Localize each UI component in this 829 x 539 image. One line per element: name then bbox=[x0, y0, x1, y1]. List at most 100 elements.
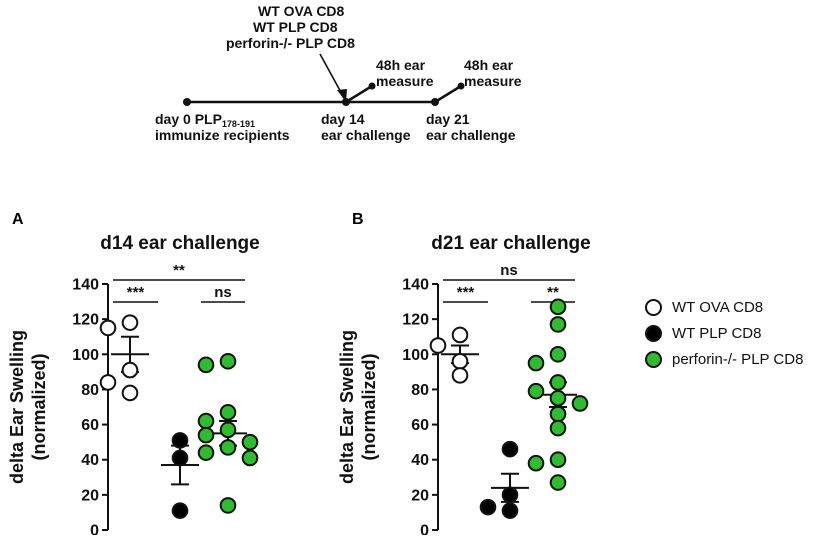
day14-line1: day 14 bbox=[321, 111, 365, 127]
data-point bbox=[527, 354, 545, 372]
injection-arrow-line bbox=[319, 53, 344, 97]
timeline-dot-day21 bbox=[431, 98, 439, 106]
significance-label: *** bbox=[457, 284, 475, 301]
y-tick-label: 100 bbox=[402, 347, 429, 364]
data-point bbox=[99, 319, 117, 337]
data-point bbox=[219, 439, 237, 456]
day21-line1: day 21 bbox=[426, 111, 470, 127]
data-point bbox=[527, 382, 545, 400]
data-point bbox=[527, 454, 545, 472]
y-tick-label: 40 bbox=[411, 452, 429, 469]
significance-label: ns bbox=[500, 262, 518, 279]
data-point bbox=[171, 432, 189, 449]
data-point bbox=[549, 374, 567, 391]
significance-label: ** bbox=[547, 284, 559, 301]
data-point bbox=[197, 412, 215, 430]
legend-item: perforin-/- PLP CD8 bbox=[645, 346, 829, 372]
y-tick-label: 60 bbox=[81, 417, 99, 434]
data-point bbox=[219, 403, 237, 421]
data-point bbox=[219, 497, 237, 514]
timeline-dot-measure1 bbox=[368, 82, 376, 90]
data-point bbox=[549, 474, 567, 491]
timeline-schematic: WT OVA CD8 WT PLP CD8 perforin-/- PLP CD… bbox=[155, 3, 522, 143]
panel-letter: B bbox=[352, 211, 364, 228]
y-tick-label: 0 bbox=[90, 523, 99, 536]
data-point bbox=[549, 419, 567, 437]
day14-line2: ear challenge bbox=[321, 127, 411, 143]
day0-line1: day 0 PLP178-191 bbox=[155, 111, 255, 129]
data-point bbox=[451, 326, 469, 344]
chart-title: d21 ear challenge bbox=[431, 233, 590, 254]
data-point bbox=[241, 433, 259, 451]
legend: WT OVA CD8 WT PLP CD8 perforin-/- PLP CD8 bbox=[645, 294, 829, 372]
y-tick-label: 140 bbox=[72, 277, 99, 294]
data-point bbox=[549, 389, 567, 407]
data-point bbox=[197, 444, 215, 461]
data-point bbox=[121, 314, 139, 331]
data-point bbox=[197, 426, 215, 444]
y-tick-label: 0 bbox=[420, 523, 429, 536]
timeline-dot-day0 bbox=[183, 98, 191, 106]
data-point bbox=[219, 353, 237, 370]
data-point bbox=[197, 356, 215, 374]
legend-item: WT OVA CD8 bbox=[645, 294, 829, 320]
legend-label: perforin-/- PLP CD8 bbox=[672, 350, 804, 368]
panel-letter: A bbox=[12, 211, 24, 228]
timeline-cells-line3: perforin-/- PLP CD8 bbox=[226, 35, 355, 51]
data-point bbox=[429, 337, 447, 354]
data-point bbox=[501, 440, 519, 458]
legend-label: WT PLP CD8 bbox=[672, 324, 762, 342]
timeline-dot-day14 bbox=[342, 98, 350, 106]
significance-label: *** bbox=[127, 284, 145, 301]
data-point bbox=[549, 345, 567, 363]
day21-line2: ear challenge bbox=[426, 127, 516, 143]
data-point bbox=[501, 486, 519, 504]
measure2-line1: 48h ear bbox=[464, 57, 514, 73]
y-tick-label: 40 bbox=[81, 452, 99, 469]
data-point bbox=[451, 353, 469, 370]
legend-item: WT PLP CD8 bbox=[645, 320, 829, 346]
measure2-line2: measure bbox=[464, 73, 522, 89]
legend-marker bbox=[645, 350, 662, 368]
data-point bbox=[121, 361, 139, 379]
data-point bbox=[99, 374, 117, 391]
data-point bbox=[451, 367, 469, 384]
timeline-branch-1 bbox=[345, 84, 373, 104]
data-point bbox=[549, 298, 567, 316]
data-point bbox=[121, 384, 139, 402]
timeline-cells-line1: WT OVA CD8 bbox=[258, 3, 345, 19]
data-point bbox=[571, 395, 589, 412]
timeline-branch-2 bbox=[434, 84, 462, 104]
significance-label: ns bbox=[214, 284, 232, 301]
data-point bbox=[549, 405, 567, 423]
data-point bbox=[171, 502, 189, 519]
data-point bbox=[549, 316, 567, 333]
y-tick-label: 140 bbox=[402, 277, 429, 294]
y-axis-label-line1: delta Ear Swelling bbox=[337, 330, 357, 484]
significance-label: ** bbox=[173, 262, 185, 279]
y-tick-label: 120 bbox=[402, 312, 429, 329]
y-axis-label-line2: (normalized) bbox=[29, 353, 49, 460]
data-point bbox=[241, 449, 259, 467]
legend-label: WT OVA CD8 bbox=[672, 298, 764, 316]
y-axis-label-line2: (normalized) bbox=[359, 353, 379, 460]
y-tick-label: 80 bbox=[411, 382, 429, 399]
data-point bbox=[171, 449, 189, 467]
data-point bbox=[219, 421, 237, 439]
data-point bbox=[479, 498, 497, 516]
measure1-line1: 48h ear bbox=[376, 57, 426, 73]
legend-marker bbox=[645, 298, 662, 316]
y-tick-label: 120 bbox=[72, 312, 99, 329]
measure1-line2: measure bbox=[376, 73, 434, 89]
timeline-dot-measure2 bbox=[457, 82, 465, 90]
y-tick-label: 80 bbox=[81, 382, 99, 399]
day0-line2: immunize recipients bbox=[155, 127, 290, 143]
y-tick-label: 20 bbox=[81, 487, 99, 504]
timeline-cells-line2: WT PLP CD8 bbox=[253, 19, 338, 35]
chart-title: d14 ear challenge bbox=[100, 233, 259, 254]
legend-marker bbox=[645, 324, 662, 342]
y-tick-label: 20 bbox=[411, 487, 429, 504]
y-axis-label-line1: delta Ear Swelling bbox=[7, 330, 27, 484]
